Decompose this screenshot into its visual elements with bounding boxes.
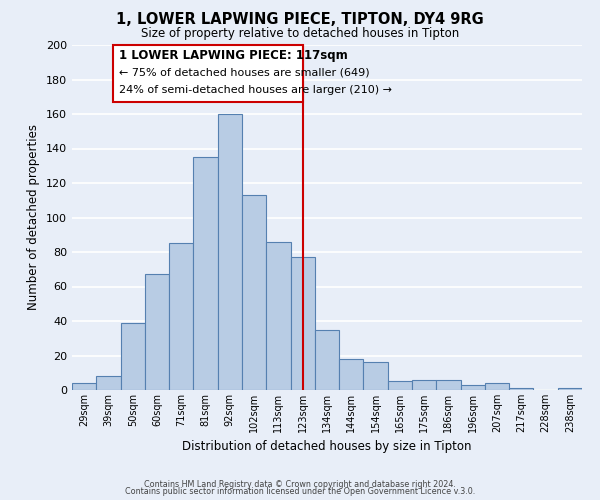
Bar xyxy=(485,383,509,390)
Bar xyxy=(364,362,388,390)
Bar xyxy=(242,195,266,390)
Bar xyxy=(96,376,121,390)
Bar xyxy=(558,388,582,390)
Bar xyxy=(509,388,533,390)
X-axis label: Distribution of detached houses by size in Tipton: Distribution of detached houses by size … xyxy=(182,440,472,454)
Bar xyxy=(339,359,364,390)
Bar xyxy=(412,380,436,390)
Bar xyxy=(218,114,242,390)
Text: Contains public sector information licensed under the Open Government Licence v.: Contains public sector information licen… xyxy=(125,488,475,496)
Bar xyxy=(436,380,461,390)
Bar xyxy=(461,385,485,390)
Bar xyxy=(290,257,315,390)
Bar xyxy=(169,244,193,390)
Bar xyxy=(193,157,218,390)
Bar xyxy=(145,274,169,390)
Y-axis label: Number of detached properties: Number of detached properties xyxy=(28,124,40,310)
Bar xyxy=(315,330,339,390)
Bar xyxy=(388,382,412,390)
Text: 1, LOWER LAPWING PIECE, TIPTON, DY4 9RG: 1, LOWER LAPWING PIECE, TIPTON, DY4 9RG xyxy=(116,12,484,28)
Bar xyxy=(266,242,290,390)
Bar xyxy=(72,383,96,390)
Bar xyxy=(121,322,145,390)
Text: Size of property relative to detached houses in Tipton: Size of property relative to detached ho… xyxy=(141,28,459,40)
Text: Contains HM Land Registry data © Crown copyright and database right 2024.: Contains HM Land Registry data © Crown c… xyxy=(144,480,456,489)
Bar xyxy=(113,45,303,102)
Text: ← 75% of detached houses are smaller (649): ← 75% of detached houses are smaller (64… xyxy=(119,68,370,78)
Text: 24% of semi-detached houses are larger (210) →: 24% of semi-detached houses are larger (… xyxy=(119,85,392,95)
Text: 1 LOWER LAPWING PIECE: 117sqm: 1 LOWER LAPWING PIECE: 117sqm xyxy=(119,49,348,62)
